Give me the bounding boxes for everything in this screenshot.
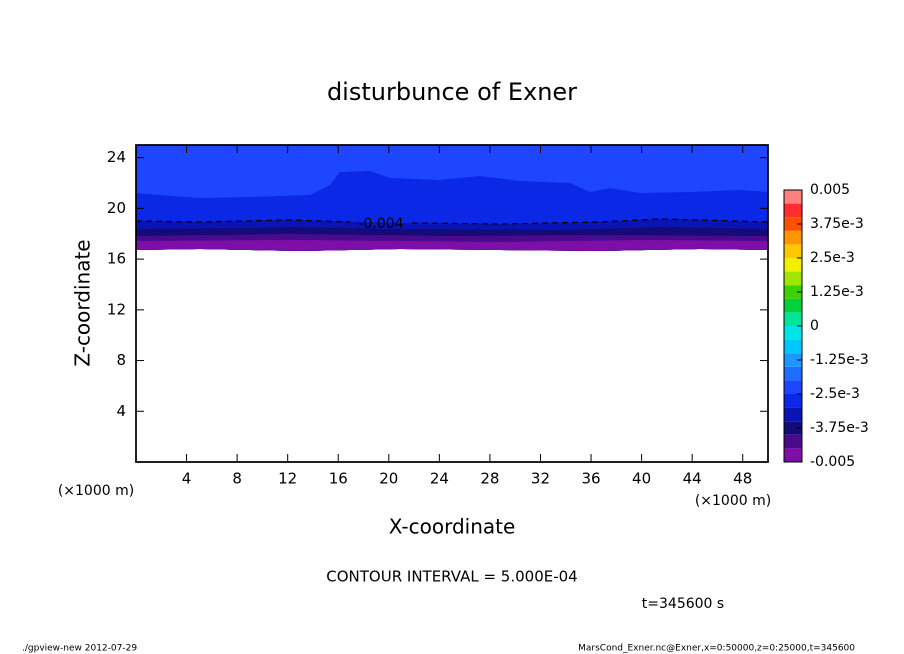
- colorbar-box: [784, 407, 802, 422]
- time-label: t=345600 s: [642, 596, 724, 612]
- x-tick-label: 4: [182, 470, 192, 488]
- y-tick-label: 16: [107, 250, 126, 268]
- colorbar-box: [784, 380, 802, 394]
- colorbar-box: [784, 326, 802, 340]
- y-tick-label: 8: [116, 351, 126, 369]
- colorbar-box: [784, 217, 802, 231]
- x-axis-label: X-coordinate: [389, 515, 516, 539]
- x-tick-label: 32: [531, 470, 550, 488]
- colorbar-box: [784, 298, 802, 313]
- y-tick-label: 4: [116, 402, 126, 420]
- y-unit: (×1000 m): [58, 483, 134, 499]
- colorbar-label: 1.25e-3: [810, 284, 864, 300]
- colorbar-label: 3.75e-3: [810, 216, 864, 232]
- colorbar-box: [784, 258, 802, 272]
- x-tick-label: 28: [480, 470, 499, 488]
- colorbar-box: [784, 434, 802, 449]
- colorbar-box: [784, 312, 802, 326]
- x-tick-label: 36: [581, 470, 600, 488]
- colorbar-box: [784, 353, 802, 367]
- y-axis-label: Z-coordinate: [71, 239, 95, 366]
- colorbar-box: [784, 271, 802, 286]
- colorbar-box: [784, 285, 802, 299]
- colorbar-box: [784, 190, 802, 204]
- x-tick-label: 16: [329, 470, 348, 488]
- contour-band: [136, 240, 768, 251]
- x-tick-label: 48: [733, 470, 752, 488]
- contour-label: -0.004: [358, 216, 403, 232]
- colorbar-box: [784, 421, 802, 435]
- x-tick-label: 20: [379, 470, 398, 488]
- colorbar-label: -1.25e-3: [810, 352, 869, 368]
- colorbar-label: -3.75e-3: [810, 420, 869, 436]
- footer-left: ./gpview-new 2012-07-29: [22, 644, 137, 654]
- colorbar-box: [784, 366, 802, 381]
- colorbar-label: -0.005: [810, 454, 855, 470]
- x-tick-label: 12: [278, 470, 297, 488]
- colorbar-box: [784, 448, 802, 462]
- colorbar-box: [784, 203, 802, 218]
- x-tick-label: 40: [632, 470, 651, 488]
- colorbar-label: 0: [810, 318, 819, 334]
- footer-right: MarsCond_Exner.nc@Exner,x=0:50000,z=0:25…: [578, 644, 855, 654]
- x-tick-label: 8: [232, 470, 242, 488]
- colorbar-box: [784, 394, 802, 408]
- colorbar-label: 0.005: [810, 182, 850, 198]
- colorbar-label: 2.5e-3: [810, 250, 855, 266]
- contour-line: [411, 218, 768, 225]
- x-tick-label: 24: [430, 470, 449, 488]
- colorbar-label: -2.5e-3: [810, 386, 860, 402]
- colorbar-box: [784, 230, 802, 245]
- contour-line: [136, 219, 351, 223]
- y-tick-label: 12: [107, 300, 126, 318]
- x-tick-label: 44: [683, 470, 702, 488]
- y-tick-label: 24: [107, 148, 126, 166]
- y-tick-label: 20: [107, 199, 126, 217]
- colorbar-box: [784, 339, 802, 354]
- colorbar-box: [784, 244, 802, 258]
- x-unit: (×1000 m): [695, 493, 771, 509]
- chart-title: disturbunce of Exner: [327, 78, 577, 106]
- plot-frame-top: [135, 144, 769, 463]
- contour-interval: CONTOUR INTERVAL = 5.000E-04: [326, 568, 577, 586]
